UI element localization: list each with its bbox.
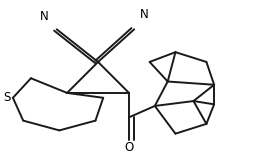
Text: N: N [39,10,48,23]
Text: O: O [124,141,134,154]
Text: N: N [140,8,149,21]
Text: S: S [4,91,11,104]
